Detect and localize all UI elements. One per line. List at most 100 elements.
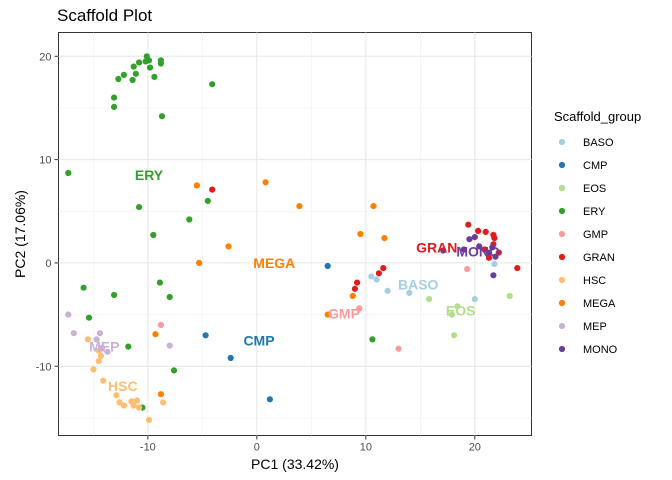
legend-key-mega [558,299,566,307]
legend-label-hsc: HSC [583,275,606,287]
cluster-label-gmp: GMP [328,306,360,322]
data-point-hsc [130,402,137,409]
axis-ticks: -10 0 10 20 -10 0 10 20 [36,51,481,453]
data-point-ery [125,343,132,350]
data-point-gran [209,186,216,193]
data-point-gran [481,246,488,253]
data-point-mega [349,292,356,300]
legend-key-baso [558,138,566,146]
data-point-mep [99,344,106,351]
data-point-gmp [395,345,402,352]
data-point-ery [136,59,143,66]
data-point-ery [204,197,211,204]
data-point-mega [196,259,203,266]
data-point-hsc [90,366,97,373]
data-point-mega [370,203,377,210]
data-point-ery [209,81,216,88]
data-point-gran [514,265,521,272]
legend-label-mep: MEP [583,321,607,333]
data-point-hsc [97,352,105,359]
data-point-gmp [157,321,164,328]
legend-key-gmp [558,230,566,238]
data-point-mega [193,182,200,189]
data-point-eos [506,292,513,300]
data-point-baso [406,289,413,296]
data-point-mep [65,311,72,318]
data-point-hsc [100,377,107,384]
cluster-labels: ERY MEGA GRAN MONO BASO EOS GMP CMP MEP HSC [89,167,500,394]
data-point-mega [296,203,303,210]
legend-key-gran [558,253,566,261]
data-point-hsc [84,336,91,343]
cluster-label-mega: MEGA [253,255,295,271]
legend-label-baso: BASO [583,137,614,149]
cluster-label-baso: BASO [398,277,439,293]
data-point-eos [451,332,458,339]
cluster-label-gran: GRAN [416,239,457,255]
data-point-ery [85,314,93,321]
cluster-label-cmp: CMP [243,332,274,348]
cluster-label-hsc: HSC [108,378,138,394]
data-point-gran [351,285,358,292]
data-point-baso [471,296,478,303]
data-point-ery [115,75,122,83]
data-point-mep [96,330,103,337]
x-tick-label: 0 [254,442,260,454]
y-axis-title: PC2 (17.06%) [12,190,28,278]
chart-title: Scaffold Plot [57,6,152,25]
data-point-mono [460,246,467,253]
data-point-ery [157,60,164,67]
y-tick-label: -10 [36,361,52,373]
data-point-gran [465,221,472,228]
data-point-baso [384,287,391,294]
legend-key-cmp [558,161,566,169]
data-point-hsc [116,399,123,406]
cluster-label-mep: MEP [89,339,119,355]
data-point-gran [475,227,482,234]
grid-lines [58,32,532,436]
data-point-ery [156,279,163,286]
data-point-ery [151,73,158,80]
data-point-gran [485,254,493,261]
data-point-mep [104,348,111,355]
data-point-mep [166,342,173,349]
data-point-gran [375,270,382,277]
data-point-baso [491,260,498,268]
data-point-ery [120,71,127,78]
data-point-mono [471,234,478,241]
data-point-hsc [120,402,127,409]
data-point-hsc [113,392,120,399]
data-point-mega [225,243,232,250]
data-point-ery [145,57,153,64]
data-point-eos [426,296,433,303]
data-point-eos [454,303,461,310]
legend-label-mono: MONO [583,344,618,356]
data-point-baso [368,273,375,280]
data-point-cmp [227,354,234,362]
legend-key-ery [558,207,566,215]
data-point-gran [482,228,489,235]
data-point-hsc [136,404,143,411]
data-point-ery [129,76,136,84]
legend-key-mep [558,322,566,330]
data-point-cmp [202,332,209,339]
data-point-ery [369,336,376,343]
data-point-ery [111,94,118,101]
data-point-ery [80,284,87,291]
data-point-ery [132,70,139,77]
cluster-label-eos: EOS [446,303,476,319]
legend-label-eos: EOS [583,183,606,195]
data-point-mono [489,244,496,251]
x-tick-label: 20 [469,442,481,454]
cluster-label-ery: ERY [135,167,164,183]
data-point-mega [357,230,364,238]
data-point-mega [324,311,331,318]
data-point-ery [130,63,137,70]
data-point-mep [93,336,100,343]
legend-label-gmp: GMP [583,229,608,241]
data-point-ery [166,293,173,301]
legend-label-ery: ERY [583,206,606,218]
data-point-mono [490,272,497,279]
data-point-ery [170,367,178,374]
